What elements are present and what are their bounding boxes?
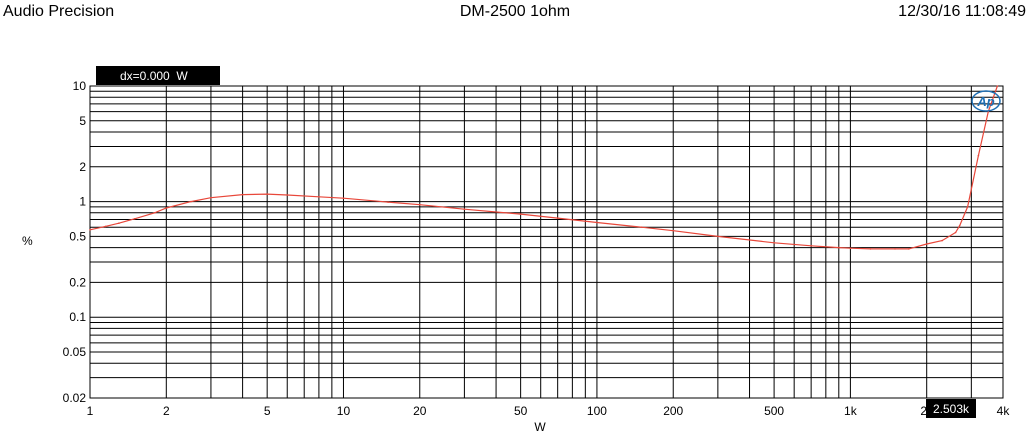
- data-point: [966, 206, 969, 208]
- data-point: [894, 248, 896, 250]
- data-point: [342, 197, 345, 199]
- data-point: [717, 235, 719, 238]
- x-cursor-readout-text: 2.503k: [933, 402, 970, 416]
- data-point: [241, 193, 244, 196]
- x-tick-label: 1k: [844, 404, 858, 418]
- ap-logo-icon: Ap: [971, 90, 1001, 112]
- y-tick-label: 0.5: [69, 229, 86, 243]
- data-point: [977, 154, 980, 157]
- y-tick-label: 5: [79, 114, 86, 128]
- data-point: [941, 239, 943, 242]
- header-app-name: Audio Precision: [3, 3, 115, 20]
- data-point: [958, 224, 961, 227]
- data-point: [286, 194, 289, 196]
- x-axis-label: W: [534, 420, 546, 431]
- data-point: [556, 217, 559, 219]
- data-point: [838, 246, 840, 249]
- data-point: [104, 225, 107, 228]
- data-point: [519, 213, 522, 215]
- data-point: [118, 222, 120, 224]
- ap-logo-text: Ap: [976, 94, 994, 109]
- chart-title: DM-2500 1ohm: [459, 3, 571, 20]
- header-timestamp: 12/30/16 11:08:49: [898, 3, 1026, 20]
- x-tick-label: 10: [337, 404, 351, 418]
- data-point: [387, 201, 389, 203]
- y-tick-label: 0.02: [63, 391, 87, 405]
- series-points: [89, 85, 999, 250]
- x-tick-label: 500: [764, 404, 784, 418]
- dx-readout-text: dx=0.000 W: [120, 69, 188, 83]
- y-axis-label: %: [22, 234, 33, 248]
- data-point: [869, 248, 872, 250]
- x-tick-label: 2: [163, 404, 170, 418]
- plot-frame: [89, 85, 1004, 399]
- tick-labels: 1251020501002005001k2k4k105210.50.20.10.…: [63, 79, 1011, 418]
- x-tick-label: 50: [514, 404, 528, 418]
- series-line: [89, 85, 998, 250]
- x-tick-label: 100: [587, 404, 607, 418]
- y-tick-label: 0.1: [69, 310, 86, 324]
- data-point: [463, 208, 466, 210]
- y-tick-label: 0.2: [69, 275, 86, 289]
- data-point: [153, 212, 156, 214]
- data-point: [908, 248, 910, 250]
- data-point: [925, 243, 928, 245]
- x-cursor-readout: 2.503k: [926, 399, 976, 418]
- data-point: [954, 231, 957, 234]
- dx-readout: dx=0.000 W: [96, 66, 220, 85]
- data-point: [640, 226, 643, 228]
- data-point: [210, 196, 212, 199]
- y-tick-label: 0.05: [63, 345, 87, 359]
- data-point: [89, 229, 91, 231]
- data-point: [810, 245, 812, 247]
- x-tick-label: 200: [663, 404, 683, 418]
- y-tick-label: 2: [79, 160, 86, 174]
- x-tick-label: 20: [413, 404, 427, 418]
- x-tick-label: 1: [87, 404, 94, 418]
- data-point: [596, 221, 598, 224]
- grid-lines: [89, 85, 1004, 399]
- data-point: [849, 247, 852, 249]
- data-point: [773, 242, 775, 244]
- data-point: [133, 218, 136, 220]
- data-point: [419, 203, 421, 206]
- data-point: [672, 229, 674, 232]
- data-point: [318, 196, 320, 198]
- x-tick-label: 5: [264, 404, 271, 418]
- data-point: [165, 207, 168, 209]
- data-point: [266, 193, 269, 195]
- x-tick-label: 4k: [997, 404, 1011, 418]
- data-point: [190, 200, 192, 203]
- y-tick-label: 1: [79, 195, 86, 209]
- y-tick-label: 10: [73, 79, 87, 93]
- data-point: [996, 85, 999, 87]
